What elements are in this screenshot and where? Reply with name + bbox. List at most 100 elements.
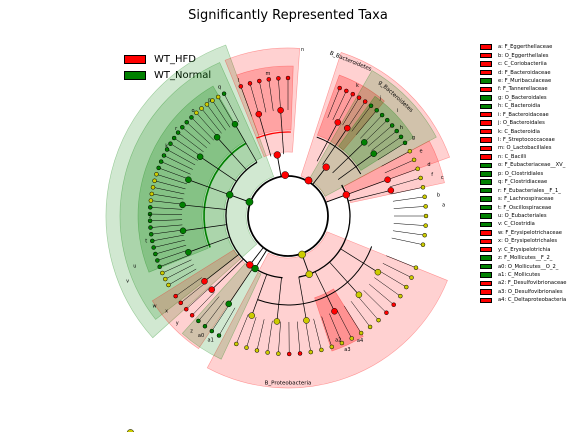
cladogram-node (156, 165, 161, 171)
cladogram-branch (249, 247, 264, 266)
cladogram-branch (240, 86, 252, 117)
cladogram-branch (355, 110, 377, 135)
taxa-legend-swatch (480, 95, 492, 101)
taxa-legend-swatch (480, 154, 492, 160)
taxa-legend-swatch (480, 246, 492, 253)
cladogram-branch (198, 296, 220, 322)
taxa-legend-label: a1: C_Mollicutes (498, 272, 541, 279)
cladogram-node (389, 123, 395, 128)
cladogram-branch (313, 318, 322, 350)
cladogram-branch (151, 229, 183, 235)
cladogram-branch (298, 276, 307, 321)
cladogram-branch (342, 97, 360, 126)
cladogram-node (423, 223, 428, 228)
clade-label: l (238, 78, 239, 84)
taxa-legend-label: m: O_Lactobacillales (498, 145, 552, 152)
cladogram-node (384, 310, 389, 315)
cladogram-node (339, 340, 345, 346)
cladogram-node (297, 351, 303, 356)
cladogram-node (158, 159, 164, 164)
taxa-legend-item: u: O_Eubacteriales (480, 212, 567, 220)
cladogram-node (422, 194, 427, 200)
cladogram-branch (371, 130, 397, 151)
taxa-legend-item: a2: F_Desulfovibrionaceae (480, 279, 567, 287)
taxa-legend-swatch (480, 221, 492, 228)
clade-label: a (442, 203, 445, 209)
cladogram-node (319, 347, 324, 353)
cladogram-branch (389, 177, 421, 188)
taxa-legend-label: h: C_Bacteroidia (498, 103, 541, 110)
cladogram-node (245, 198, 254, 206)
taxa-legend-label: k: C_Bacteroidia (498, 128, 540, 135)
cladogram-node (407, 148, 413, 154)
cladogram-branch (251, 274, 268, 316)
cladogram-node (418, 175, 423, 181)
cladogram-branch (327, 87, 340, 118)
cladogram-root-node (126, 429, 135, 432)
cladogram-branch (173, 137, 201, 157)
cladogram-node (277, 107, 284, 114)
cladogram-branch (256, 319, 265, 351)
cladogram-node (420, 242, 426, 247)
cladogram-node (147, 211, 153, 217)
cladogram-branch (212, 100, 231, 128)
cladogram-branch (150, 200, 183, 205)
taxa-legend-item: x: O_Erysipelotrichales (480, 237, 567, 245)
cladogram-node (409, 275, 414, 280)
cladogram-branch (211, 258, 244, 290)
cladogram-branch (166, 149, 196, 166)
cladogram-node (244, 345, 249, 350)
taxa-legend-label: r: F_Eubacteriales__F_1_ (498, 187, 561, 194)
cladogram-branch (246, 317, 257, 348)
cladogram-branch (152, 234, 184, 242)
cladogram-branch (199, 156, 237, 182)
cladogram-node (304, 176, 313, 185)
cladogram-node (179, 201, 186, 209)
cladogram-root-ring (247, 175, 329, 257)
taxa-legend-swatch (480, 179, 492, 185)
legend-item-wt-normal: WT_Normal (124, 67, 211, 83)
cladogram-node (157, 264, 162, 270)
taxa-legend-swatch (480, 297, 492, 304)
cladogram-node (178, 300, 184, 306)
taxa-legend-item: c: C_Coriobacteriia (480, 60, 567, 68)
taxa-legend-item: v: C_Clostridia (480, 220, 567, 228)
cladogram-node (171, 135, 177, 141)
taxa-legend-item: t: F_Oscillospiraceae (480, 203, 567, 211)
clade-label: p (208, 97, 211, 103)
cladogram-node (225, 300, 232, 308)
cladogram-node (226, 191, 234, 199)
clade-label: a3 (344, 347, 350, 353)
cladogram-node (331, 308, 338, 315)
cladogram-branch (346, 179, 388, 196)
cladogram-node (153, 251, 158, 257)
taxa-legend-item: r: F_Eubacteriales__F_1_ (480, 186, 567, 194)
taxa-legend-label: e: F_Muribaculaceae (498, 77, 552, 84)
cladogram-node (164, 147, 170, 152)
cladogram-node (368, 103, 374, 109)
taxa-legend-item: l: F_Streptococcaceae (480, 136, 567, 144)
cladogram-branch (158, 167, 189, 180)
cladogram-node (201, 278, 208, 285)
legend-item-wt-hfd: WT_HFD (124, 51, 211, 67)
cladogram-node (208, 286, 215, 293)
cladogram-order-arc (316, 136, 362, 175)
cladogram-node (251, 264, 259, 273)
taxa-legend-label: a: F_Eggerthellaceae (498, 44, 553, 51)
cladogram-branch (180, 282, 206, 304)
cladogram-branch (340, 248, 379, 273)
cladogram-node (163, 276, 168, 282)
cladogram-branch (337, 153, 374, 180)
cladogram-node (231, 120, 239, 128)
cladogram-node (281, 171, 289, 179)
cladogram-branch (384, 159, 415, 174)
taxa-legend-swatch (480, 128, 492, 135)
cladogram-branch (188, 236, 230, 253)
cladogram-branch (278, 321, 281, 354)
cladogram-branch (382, 263, 412, 278)
taxa-legend-label: i: F_Bacteroidaceae (498, 111, 549, 118)
cladogram-branch (278, 78, 281, 111)
cladogram-node (344, 124, 351, 132)
cladogram-branch (329, 313, 343, 344)
cladogram-branch (276, 154, 282, 177)
